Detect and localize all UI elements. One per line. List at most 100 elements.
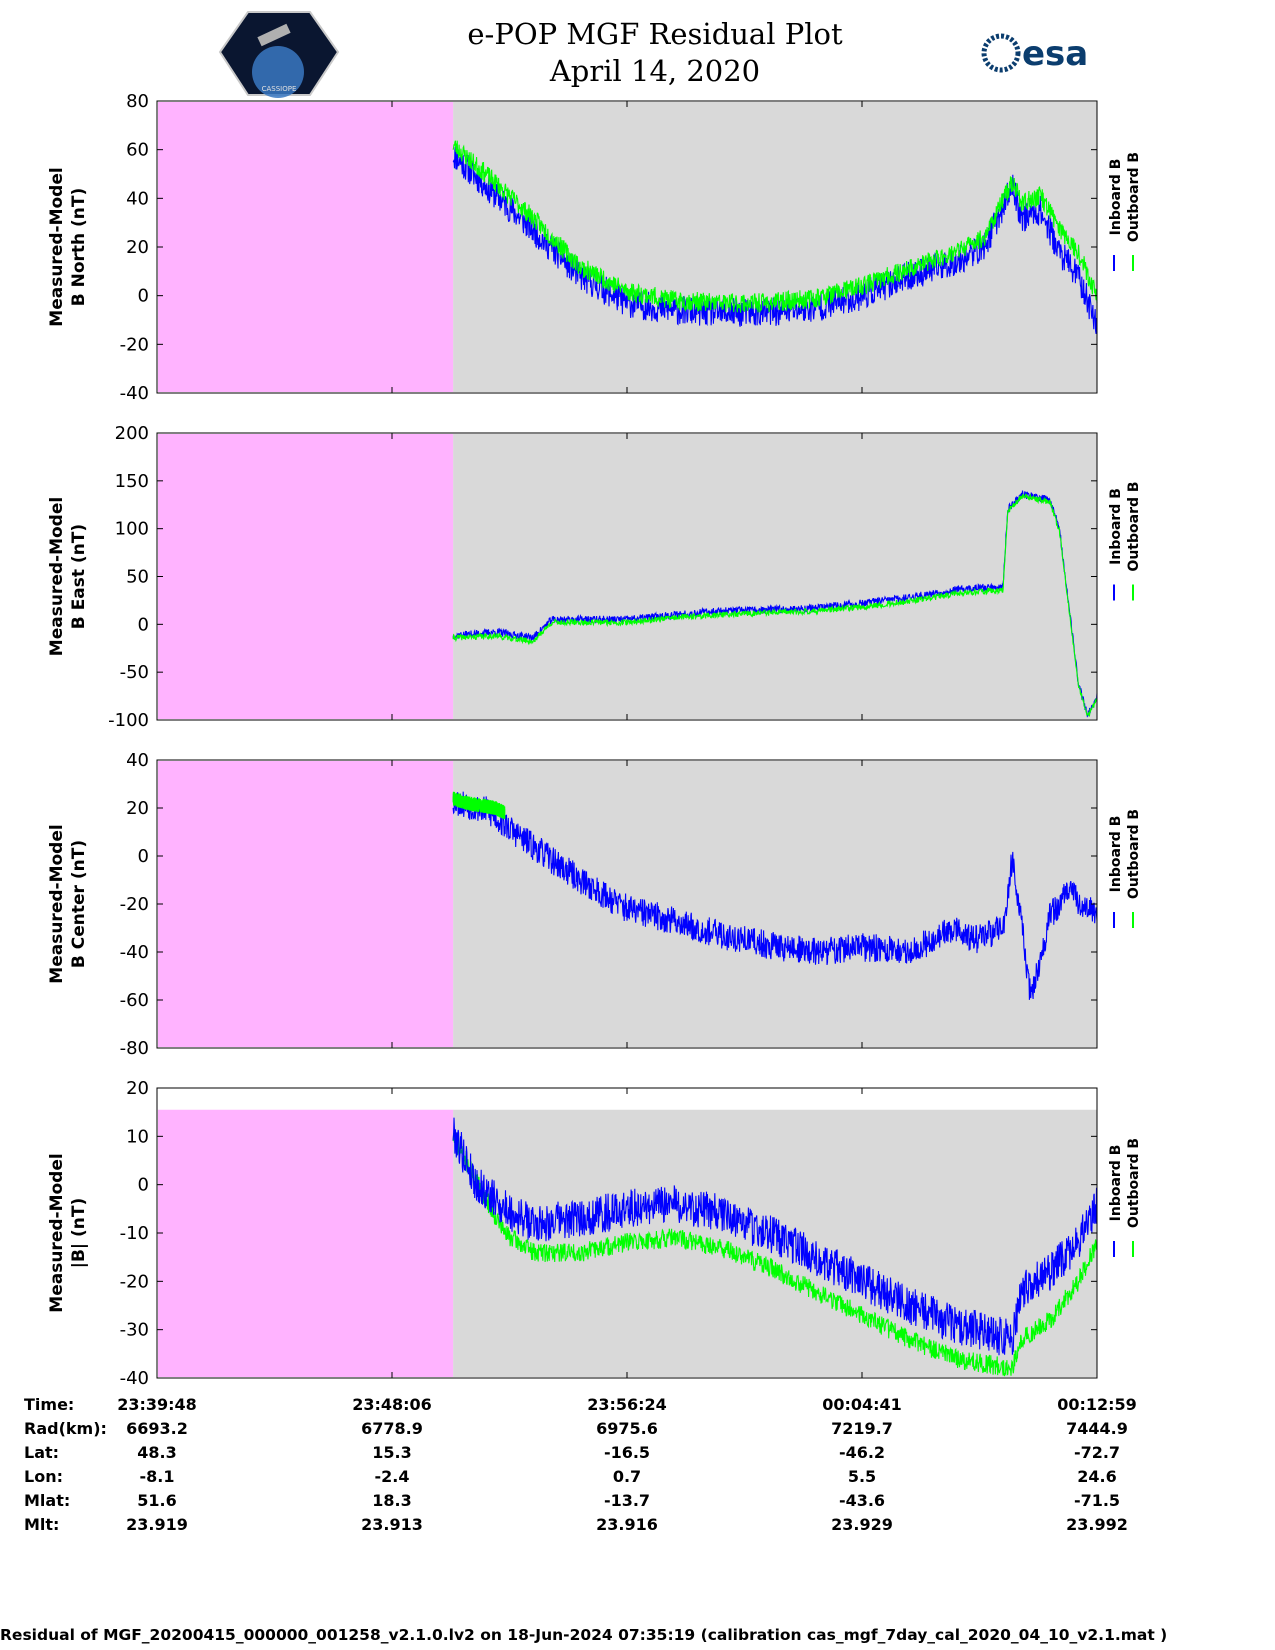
info-row-label: Mlat: <box>24 1491 70 1510</box>
info-cell: -72.7 <box>1074 1443 1120 1462</box>
legend-label-outboard: Outboard B <box>1126 481 1142 571</box>
y-axis-label-line: |B| (nT) <box>69 1198 89 1269</box>
y-tick-label: 80 <box>126 91 149 112</box>
y-axis-label-line: B Center (nT) <box>69 840 89 968</box>
y-tick-label: -100 <box>108 710 149 731</box>
no-data-region <box>158 761 454 1047</box>
info-row-label: Rad(km): <box>24 1419 107 1438</box>
legend-label-inboard: Inboard B <box>1108 488 1124 565</box>
y-tick-label: 20 <box>126 1078 149 1099</box>
y-tick-label: 0 <box>138 1175 149 1196</box>
data-region-background <box>453 434 1098 719</box>
info-row-label: Mlt: <box>24 1515 59 1534</box>
info-cell: -43.6 <box>839 1491 885 1510</box>
y-axis-label-line: Measured-Model <box>47 1153 67 1312</box>
info-cell: 7444.9 <box>1066 1419 1128 1438</box>
data-region-background <box>453 102 1098 392</box>
y-tick-label: -40 <box>120 942 149 963</box>
y-tick-label: 40 <box>126 188 149 209</box>
y-tick-label: -20 <box>120 334 149 355</box>
info-cell: -13.7 <box>604 1491 650 1510</box>
y-tick-label: 20 <box>126 798 149 819</box>
y-tick-label: 200 <box>115 423 149 444</box>
series-line-outboard <box>452 140 1098 313</box>
no-data-region <box>158 1109 454 1377</box>
y-axis-label-line: Measured-Model <box>47 824 67 983</box>
y-tick-label: 0 <box>138 286 149 307</box>
series-line-outboard <box>452 1132 1098 1377</box>
panel-3: 40 20 0 -20 -40 -60 -80 Measured-Model B Center … <box>47 750 1142 1059</box>
info-row-label: Time: <box>24 1395 74 1414</box>
info-cell: 00:04:41 <box>822 1395 902 1414</box>
y-tick-label: 0 <box>138 614 149 635</box>
y-tick-label: -10 <box>120 1223 149 1244</box>
panel-4: 20 10 0 -10 -20 -30 -40 Measured-Model |B| (nT) I… <box>47 1078 1142 1389</box>
series-line-inboard <box>452 791 1098 1000</box>
info-cell: 5.5 <box>848 1467 876 1486</box>
panel-1: 80 60 40 20 0 -20 -40 Measured-Model B North (nT… <box>47 91 1142 404</box>
info-cell: -16.5 <box>604 1443 650 1462</box>
y-tick-label: -40 <box>120 383 149 404</box>
y-tick-label: -80 <box>120 1038 149 1059</box>
info-cell: 6778.9 <box>361 1419 423 1438</box>
info-cell: 0.7 <box>613 1467 641 1486</box>
info-cell: 7219.7 <box>831 1419 893 1438</box>
info-cell: 48.3 <box>137 1443 176 1462</box>
legend-label-inboard: Inboard B <box>1108 816 1124 893</box>
footer-text: Residual of MGF_20200415_000000_001258_v… <box>0 1626 1167 1644</box>
info-cell: 24.6 <box>1077 1467 1116 1486</box>
y-tick-label: 100 <box>115 519 149 540</box>
y-tick-label: -20 <box>120 1271 149 1292</box>
legend-label-outboard: Outboard B <box>1126 152 1142 242</box>
info-cell: 23.913 <box>361 1515 423 1534</box>
legend: Inboard B Outboard B <box>1108 1138 1142 1228</box>
y-tick-label: 50 <box>126 567 149 588</box>
y-tick-label: 0 <box>138 846 149 867</box>
no-data-region <box>158 102 454 392</box>
y-tick-label: -20 <box>120 894 149 915</box>
y-tick-label: -60 <box>120 990 149 1011</box>
legend-label-outboard: Outboard B <box>1126 809 1142 899</box>
data-region-background <box>453 761 1098 1047</box>
y-axis-label-line: B East (nT) <box>69 524 89 629</box>
satellite-icon <box>257 23 291 47</box>
logo-caption: CASSIOPE <box>262 85 297 93</box>
y-tick-label: -40 <box>120 1368 149 1389</box>
y-axis-label: Measured-Model B East (nT) <box>47 497 89 656</box>
legend-label-outboard: Outboard B <box>1126 1138 1142 1228</box>
series-line-inboard <box>452 490 1098 718</box>
info-cell: 51.6 <box>137 1491 176 1510</box>
info-cell: 23:48:06 <box>352 1395 432 1414</box>
legend: Inboard B Outboard B <box>1108 152 1142 242</box>
info-cell: 15.3 <box>372 1443 411 1462</box>
info-cell: -2.4 <box>375 1467 410 1486</box>
info-cell: 6693.2 <box>126 1419 188 1438</box>
info-cell: 23.929 <box>831 1515 893 1534</box>
info-cell: -8.1 <box>140 1467 175 1486</box>
y-axis-label-line: Measured-Model <box>47 497 67 656</box>
esa-logo: esa <box>981 33 1088 74</box>
y-tick-label: 150 <box>115 471 149 492</box>
info-row-label: Lat: <box>24 1443 59 1462</box>
series-line-inboard <box>452 1117 1098 1356</box>
y-axis-label: Measured-Model |B| (nT) <box>47 1153 89 1312</box>
y-tick-label: 10 <box>126 1126 149 1147</box>
info-cell: 23.992 <box>1066 1515 1128 1534</box>
y-tick-label: 40 <box>126 750 149 771</box>
info-cell: 6975.6 <box>596 1419 658 1438</box>
data-region-background <box>453 1109 1098 1377</box>
info-row-label: Lon: <box>24 1467 63 1486</box>
cassiope-logo: CASSIOPE <box>218 11 340 98</box>
info-cell: 00:12:59 <box>1057 1395 1137 1414</box>
y-tick-label: -30 <box>120 1320 149 1341</box>
info-table: Time: Rad(km): Lat: Lon: Mlat: Mlt: 23:39:48 66… <box>24 1395 1137 1534</box>
info-cell: 23.919 <box>126 1515 188 1534</box>
panel-2: 200 150 100 50 0 -50 -100 Measured-Model B East … <box>47 423 1142 731</box>
title-line-1: e-POP MGF Residual Plot <box>467 17 843 51</box>
earth-icon <box>252 46 304 98</box>
info-cell: 23:56:24 <box>587 1395 667 1414</box>
no-data-region <box>158 434 454 719</box>
legend-label-inboard: Inboard B <box>1108 1145 1124 1222</box>
